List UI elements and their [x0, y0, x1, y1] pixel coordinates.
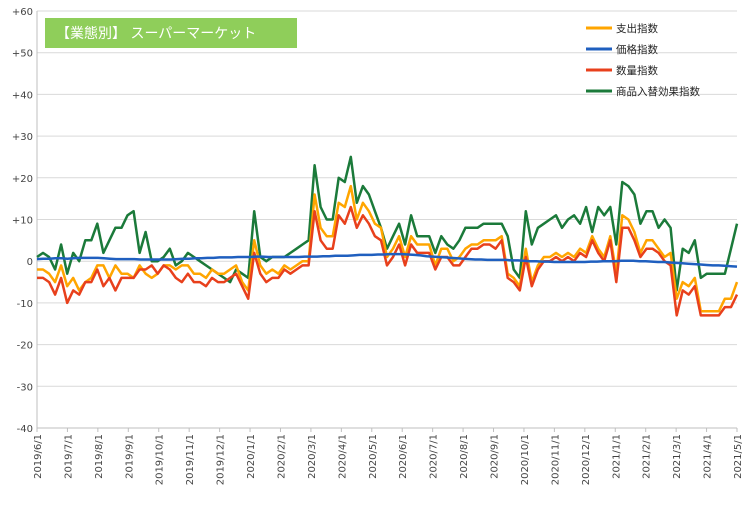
x-tick-label: 2020/11/1	[550, 434, 561, 485]
x-tick-label: 2019/6/1	[33, 434, 44, 479]
legend-label: 商品入替効果指数	[616, 85, 700, 98]
y-tick-label: +20	[12, 174, 33, 185]
x-tick-label: 2020/1/1	[246, 434, 257, 479]
x-tick-label: 2020/12/1	[581, 434, 592, 485]
x-tick-label: 2020/7/1	[429, 434, 440, 479]
x-tick-label: 2021/4/1	[703, 434, 714, 479]
x-tick-label: 2021/5/1	[733, 434, 742, 479]
x-tick-label: 2020/10/1	[520, 434, 531, 485]
y-tick-label: +10	[12, 216, 33, 227]
series-line-2	[37, 205, 739, 317]
x-tick-label: 2020/2/1	[276, 434, 287, 479]
x-tick-label: 2020/3/1	[307, 434, 318, 479]
x-tick-label: 2020/6/1	[398, 434, 409, 479]
y-tick-label: +40	[12, 90, 33, 101]
y-tick-label: +30	[12, 132, 33, 143]
x-tick-label: 2019/11/1	[185, 434, 196, 485]
x-tick-label: 2019/12/1	[216, 434, 227, 485]
y-tick-label: -30	[17, 382, 33, 393]
legend-label: 支出指数	[616, 22, 658, 35]
x-tick-label: 2021/3/1	[672, 434, 683, 479]
legend-label: 数量指数	[616, 64, 658, 77]
x-tick-label: 2021/2/1	[642, 434, 653, 479]
y-tick-label: -10	[17, 299, 33, 310]
x-tick-label: 2019/9/1	[124, 434, 135, 479]
y-tick-label: 0	[27, 257, 33, 268]
legend-label: 価格指数	[616, 43, 658, 56]
series-lines	[36, 155, 739, 317]
x-tick-label: 2020/8/1	[459, 434, 470, 479]
x-axis: 2019/6/1 2019/7/1 2019/8/1 2019/9/1 2019/10/…	[33, 428, 742, 485]
x-tick-label: 2020/5/1	[368, 434, 379, 479]
y-tick-label: +50	[12, 49, 33, 60]
x-tick-label: 2019/10/1	[155, 434, 166, 485]
y-axis: -40 -30 -20 -10 0 +10 +20 +30 +40 +50 +60	[12, 7, 33, 435]
title-badge: 【業態別】 スーパーマーケット	[45, 18, 297, 48]
x-tick-label: 2021/1/1	[611, 434, 622, 479]
series-line-1	[36, 252, 738, 268]
y-tick-label: -40	[17, 424, 33, 435]
series-line-3	[36, 155, 739, 292]
title-background	[45, 18, 297, 48]
x-tick-label: 2019/7/1	[63, 434, 74, 479]
chart-title: 【業態別】 スーパーマーケット	[56, 26, 256, 42]
x-tick-label: 2020/4/1	[337, 434, 348, 479]
y-tick-label: +60	[12, 7, 33, 18]
x-tick-label: 2020/9/1	[490, 434, 501, 479]
x-tick-label: 2019/8/1	[94, 434, 105, 479]
y-tick-label: -20	[17, 341, 33, 352]
